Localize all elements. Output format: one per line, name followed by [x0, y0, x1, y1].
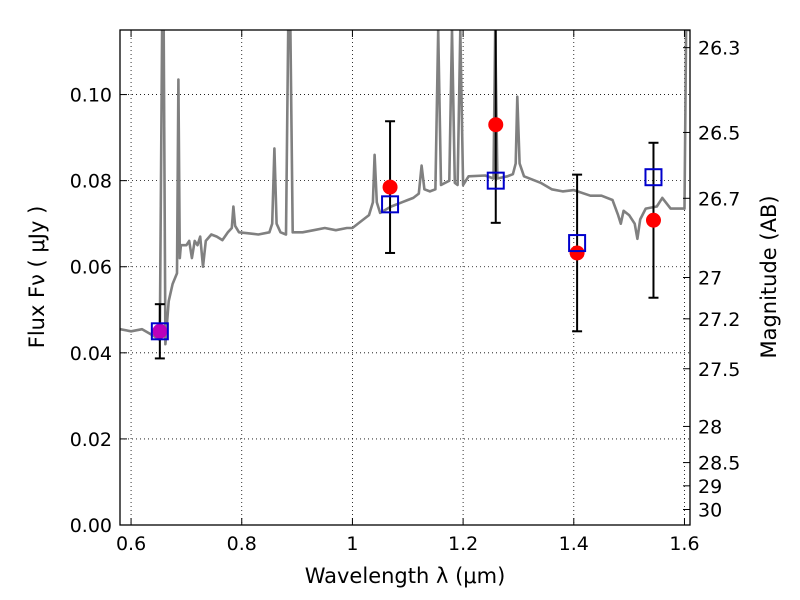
y2-tick-label: 26.7 — [698, 188, 740, 210]
x-axis-label: Wavelength λ (μm) — [305, 564, 506, 588]
y-tick-label: 0.10 — [70, 85, 112, 107]
x-tick-label: 1.2 — [448, 533, 478, 555]
synthetic-point — [150, 322, 169, 341]
y2-tick-label: 26.3 — [698, 38, 740, 60]
x-tick-label: 1.6 — [669, 533, 699, 555]
y2-tick-label: 27 — [698, 268, 722, 290]
y2-tick-label: 29 — [698, 476, 722, 498]
y2-tick-label: 28.5 — [698, 453, 740, 475]
synthetic-point — [568, 234, 587, 253]
observed-point — [152, 323, 168, 339]
x-tick-label: 0.6 — [116, 533, 146, 555]
y-tick-label: 0.06 — [70, 257, 112, 279]
model-spectrum-line — [120, 30, 690, 346]
y-tick-label: 0.04 — [70, 343, 112, 365]
observed-point — [382, 179, 398, 195]
y2-tick-label: 26.5 — [698, 122, 740, 144]
y2-tick-label: 27.2 — [698, 309, 740, 331]
y2-axis-label: Magnitude (AB) — [757, 195, 781, 358]
synthetic-point — [381, 195, 400, 214]
y-axis-label: Flux Fν ( μJy ) — [25, 206, 49, 349]
plot-area — [120, 30, 690, 360]
y-tick-label: 0.08 — [70, 171, 112, 193]
grid — [120, 30, 690, 526]
x-tick-label: 1.4 — [559, 533, 589, 555]
plot-frame — [119, 29, 691, 526]
axis-ticks: 0.6 0.8 1 1.2 1.4 1.6 0.00 0.02 0.04 0.06 0.08 0.10… — [70, 30, 740, 555]
x-tick-label: 1 — [346, 533, 358, 555]
synthetic-point — [644, 168, 663, 187]
synthetic-point — [486, 171, 505, 190]
x-tick-label: 0.8 — [227, 533, 257, 555]
y2-tick-label: 28 — [698, 416, 722, 438]
observed-point — [569, 245, 585, 261]
y2-tick-label: 30 — [698, 500, 722, 522]
y2-tick-label: 27.5 — [698, 359, 740, 381]
observed-point — [488, 117, 504, 133]
observed-point — [645, 212, 661, 228]
y-tick-label: 0.02 — [70, 429, 112, 451]
y-tick-label: 0.00 — [70, 515, 112, 537]
